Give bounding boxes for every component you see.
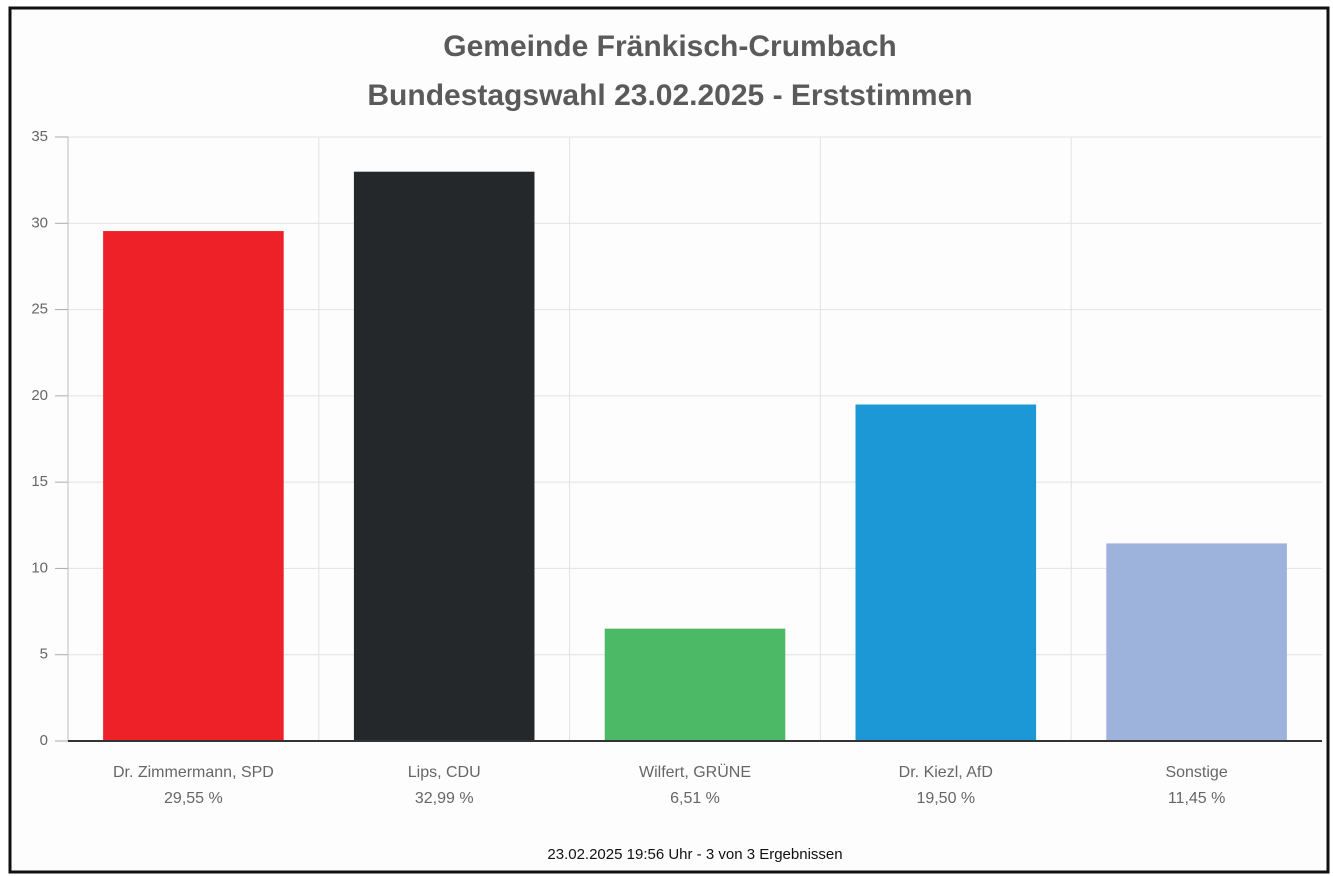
x-tick-label: Sonstige <box>1165 764 1227 781</box>
chart-title: Gemeinde Fränkisch-Crumbach <box>443 30 896 63</box>
y-tick-label: 20 <box>31 387 48 404</box>
y-tick-label: 10 <box>31 559 48 576</box>
chart-subtitle: Bundestagswahl 23.02.2025 - Erststimmen <box>367 79 972 112</box>
value-label: 6,51 % <box>670 790 720 807</box>
y-tick-label: 30 <box>31 214 48 231</box>
value-label: 29,55 % <box>164 790 223 807</box>
footnote: 23.02.2025 19:56 Uhr - 3 von 3 Ergebniss… <box>547 846 842 863</box>
bar <box>103 231 284 741</box>
bar <box>604 628 786 741</box>
bar <box>855 404 1037 741</box>
y-tick-label: 5 <box>40 646 48 663</box>
value-label: 32,99 % <box>415 790 474 807</box>
bar <box>1106 543 1287 741</box>
x-tick-label: Dr. Kiezl, AfD <box>899 764 993 781</box>
y-tick-label: 25 <box>31 301 48 318</box>
bar <box>353 171 535 741</box>
value-label: 11,45 % <box>1168 790 1226 807</box>
value-label: 19,50 % <box>916 790 975 807</box>
y-tick-label: 35 <box>31 128 48 145</box>
y-tick-label: 0 <box>40 732 48 749</box>
x-tick-label: Lips, CDU <box>408 764 481 781</box>
y-tick-label: 15 <box>31 473 48 490</box>
x-tick-label: Dr. Zimmermann, SPD <box>113 764 274 781</box>
x-tick-label: Wilfert, GRÜNE <box>639 763 751 781</box>
